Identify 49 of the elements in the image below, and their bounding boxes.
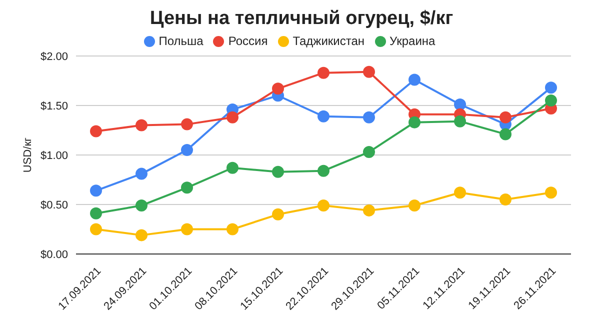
y-tick-label: $1.50 <box>40 100 68 112</box>
y-tick-label: $0.00 <box>40 248 68 261</box>
point <box>181 144 193 156</box>
point <box>363 146 375 158</box>
point <box>545 82 557 94</box>
point <box>136 229 148 242</box>
point <box>136 199 148 212</box>
point <box>318 66 330 79</box>
point <box>500 194 512 206</box>
point <box>363 204 375 216</box>
point <box>181 118 193 130</box>
legend-label: Польша <box>158 34 204 48</box>
point <box>545 94 557 107</box>
legend-label: Россия <box>228 34 268 48</box>
point <box>272 82 284 95</box>
point <box>181 182 193 194</box>
point <box>272 208 284 220</box>
y-tick-label: $0.50 <box>40 199 68 212</box>
chart-title: Цены на тепличный огурец, $/кг <box>148 8 454 30</box>
point <box>454 115 466 128</box>
point <box>500 111 512 124</box>
point <box>136 168 148 180</box>
point <box>226 111 238 124</box>
point <box>90 223 102 236</box>
y-tick-label: $1.00 <box>40 150 68 162</box>
legend-label: Таджикистан <box>292 34 365 48</box>
point <box>408 74 420 86</box>
point <box>545 186 557 199</box>
point <box>90 207 102 220</box>
point <box>454 98 466 111</box>
point <box>408 116 420 128</box>
point <box>363 111 375 124</box>
point <box>226 223 238 236</box>
point <box>136 119 148 132</box>
point <box>90 184 102 197</box>
point <box>318 199 330 212</box>
point <box>318 164 330 177</box>
point <box>454 186 466 199</box>
point <box>226 162 238 174</box>
point <box>318 110 330 122</box>
y-tick-label: $2.00 <box>40 50 68 63</box>
point <box>500 128 512 140</box>
y-axis-title: USD/кг <box>22 137 34 173</box>
legend-label: Украина <box>390 34 436 48</box>
point <box>363 66 375 78</box>
point <box>408 199 420 212</box>
point <box>181 223 193 236</box>
point <box>90 125 102 138</box>
point <box>272 166 284 178</box>
